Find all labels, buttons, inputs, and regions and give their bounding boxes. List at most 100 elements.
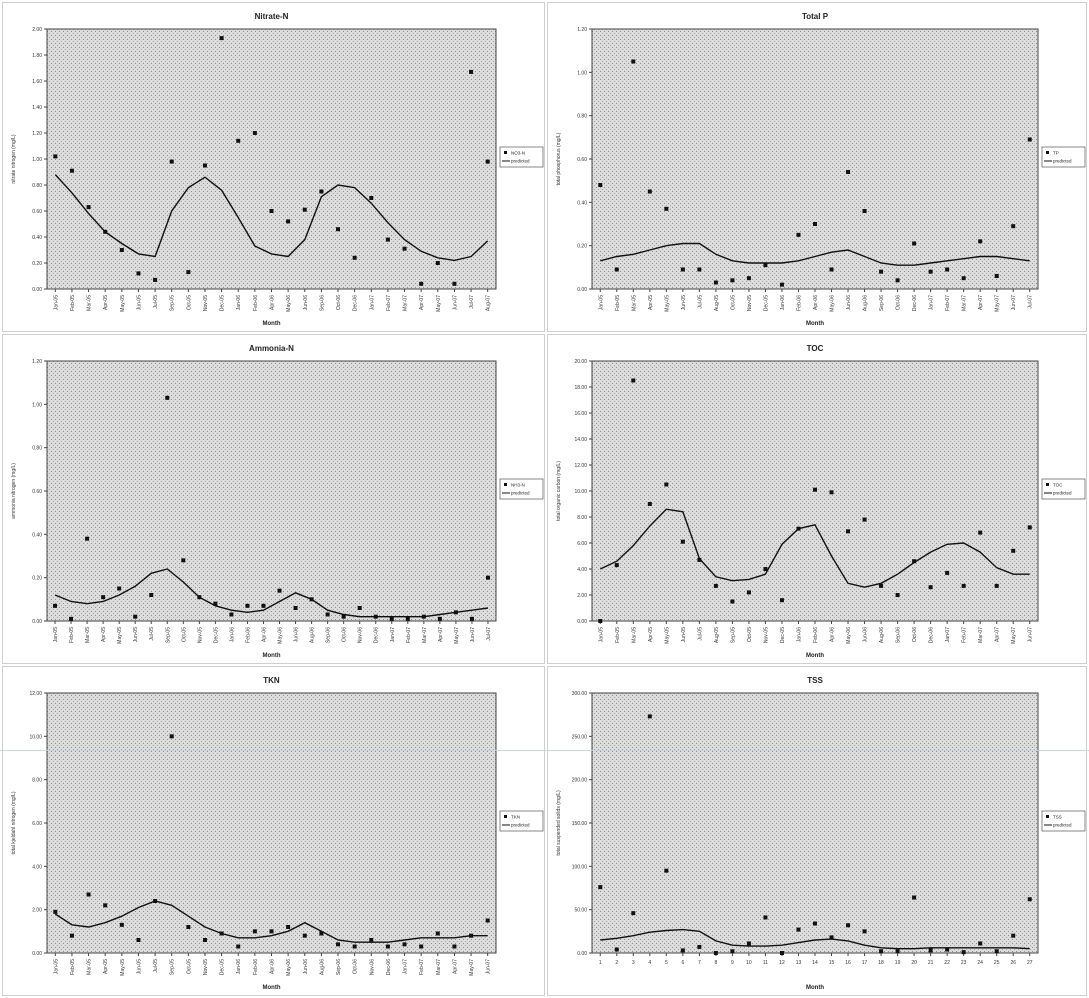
data-point [697,944,702,949]
data-point [101,595,106,600]
data-point [169,159,174,164]
data-point [961,276,966,281]
data-point [994,949,999,954]
x-tick-label: 8 [714,960,717,966]
y-tick-label: 0.00 [32,287,42,293]
data-point [252,929,257,934]
x-tick-label: Apr-07 [452,959,458,974]
data-point [912,241,917,246]
data-point [309,597,314,602]
x-tick-label: Feb-07 [962,627,968,643]
x-tick-label: 26 [1010,960,1016,966]
x-tick-label: Mar-05 [85,627,91,643]
data-point [614,947,619,952]
y-tick-label: 0.80 [32,446,42,452]
y-tick-label: 1.20 [32,359,42,365]
y-tick-label: 150.00 [572,821,588,827]
x-tick-label: Jan-07 [369,295,375,311]
y-tick-label: 0.20 [577,244,587,250]
x-tick-label: Sep-06 [336,959,342,975]
x-tick-label: 17 [862,960,868,966]
x-tick-label: May-05 [664,295,670,312]
x-tick-label: Apr-07 [419,295,425,310]
data-point [598,885,603,890]
data-point [779,598,784,603]
legend-box [499,146,544,168]
data-point [485,159,490,164]
x-tick-label: 20 [911,960,917,966]
x-tick-label: Jan-07 [390,627,396,643]
x-tick-label: 19 [895,960,901,966]
x-tick-label: Jan-06 [229,627,235,643]
y-tick-label: 2.00 [577,593,587,599]
data-point [153,277,158,282]
data-point [614,267,619,272]
data-point [796,526,801,531]
y-tick-label: 1.80 [32,53,42,59]
x-tick-label: Jul-05 [153,295,159,309]
x-tick-label: Apr-05 [103,295,109,310]
data-point [236,944,241,949]
x-tick-label: Nov-05 [763,627,769,643]
y-tick-label: 1.20 [32,131,42,137]
x-tick-label: Jan-06 [796,627,802,643]
predicted-line [54,174,489,262]
data-point [119,922,124,927]
data-point [352,255,357,260]
x-tick-label: Feb-06 [253,959,259,975]
x-tick-label: Sep-05 [170,959,176,975]
y-tick-label: 0.60 [32,489,42,495]
data-point [405,616,410,621]
data-point [713,951,718,955]
x-tick-label: Jan-05 [53,959,59,975]
x-tick-label: Feb-06 [796,295,802,311]
data-point [419,944,424,949]
chart-panel-3: Ammonia-N 0.00 0.20 0.40 0.60 0.80 1.00 1.20 amm… [2,334,545,664]
x-tick-label: Jan-06 [236,295,242,311]
x-tick-label: May-05 [120,295,126,312]
data-point [485,918,490,923]
legend-label: NO3-N [511,151,525,156]
data-point [385,944,390,949]
x-tick-label: 23 [961,960,967,966]
y-axis-label: ammonia nitrogen (mg/L) [11,463,17,519]
data-point [236,138,241,143]
data-point [746,590,751,595]
data-point [469,616,474,621]
data-point [302,207,307,212]
x-tick-label: Jun-05 [136,959,142,975]
data-point [136,938,141,942]
data-point [452,944,457,949]
data-point [53,154,58,159]
y-tick-label: 1.00 [32,402,42,408]
x-tick-label: Feb-05 [69,627,75,643]
x-tick-label: Sep-05 [165,627,171,643]
x-tick-label: 6 [681,960,684,966]
x-tick-label: Apr-07 [995,627,1001,642]
x-tick-label: Jan-06 [780,295,786,311]
x-tick-label: Nov-05 [747,295,753,311]
x-tick-label: Oct-05 [730,295,736,310]
x-tick-label: 27 [1027,960,1033,966]
y-tick-label: 4.00 [577,567,587,573]
data-point [419,281,424,286]
y-tick-label: 0.80 [32,183,42,189]
data-point [385,237,390,242]
x-tick-label: Jul-05 [697,627,703,641]
y-tick-label: 0.00 [32,951,42,957]
x-tick-label: Aug-06 [319,959,325,975]
data-point [779,282,784,287]
x-tick-label: Jun-05 [681,295,687,311]
legend-box [499,810,544,832]
data-point [697,557,702,562]
x-tick-label: Feb-05 [615,295,621,311]
legend-marker [504,815,507,818]
x-tick-label: Aug-07 [486,295,492,311]
data-point [149,593,154,597]
chart-title: Ammonia-N [249,344,294,353]
x-tick-label: 1 [599,960,602,966]
data-point [69,616,74,621]
data-point [336,227,341,232]
data-point [961,583,966,588]
x-tick-label: Sep-05 [170,295,176,311]
